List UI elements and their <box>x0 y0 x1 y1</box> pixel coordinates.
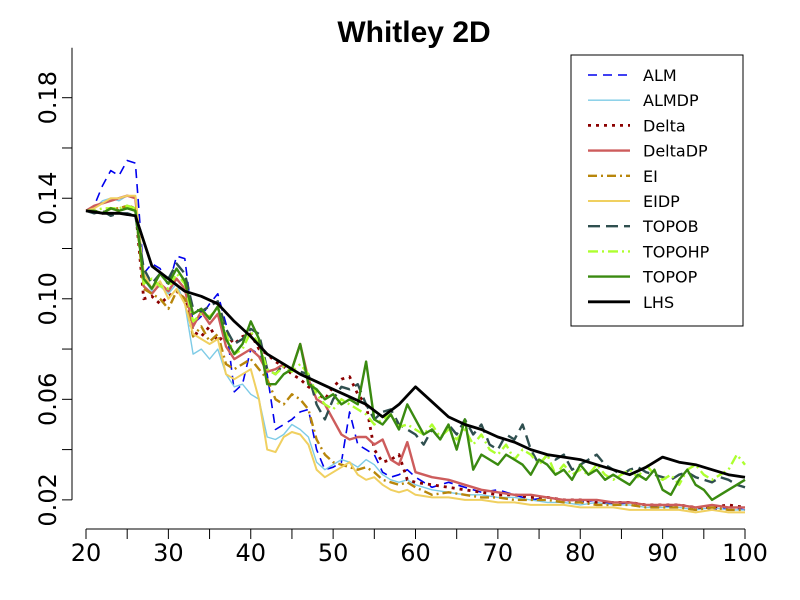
legend-label: TOPOP <box>642 268 698 287</box>
legend-label: EI <box>643 167 658 186</box>
series-line-almdp <box>85 194 745 511</box>
series-line-ei <box>86 204 745 512</box>
x-tick-label: 100 <box>722 539 768 567</box>
series-line-eidp <box>85 194 745 514</box>
chart-title: Whitley 2D <box>337 16 490 49</box>
series-line-topop <box>86 207 746 502</box>
y-tick-label: 0.14 <box>34 172 62 225</box>
plot-area <box>85 159 746 514</box>
legend-label: Delta <box>643 116 686 135</box>
x-tick-label: 40 <box>235 539 266 567</box>
x-tick-label: 70 <box>483 539 514 567</box>
legend-label: DeltaDP <box>643 142 708 161</box>
y-tick-label: 0.18 <box>34 71 62 124</box>
legend-label: TOPOHP <box>642 242 710 261</box>
x-tick-label: 90 <box>647 539 678 567</box>
series-line-deltadp <box>85 194 745 509</box>
series-line-lhs <box>85 209 746 479</box>
legend-label: ALMDP <box>643 91 699 110</box>
series-line-topohp <box>86 204 746 486</box>
y-tick-label: 0.06 <box>34 373 62 426</box>
series-line-topob <box>85 209 746 489</box>
legend-label: EIDP <box>643 192 680 211</box>
x-tick-label: 20 <box>71 539 102 567</box>
x-tick-label: 60 <box>400 539 431 567</box>
x-tick-label: 80 <box>565 539 596 567</box>
legend-label: TOPOB <box>642 217 699 236</box>
legend-label: ALM <box>643 66 677 85</box>
x-tick-label: 50 <box>318 539 349 567</box>
legend-label: LHS <box>643 293 674 312</box>
legend: ALM ALMDP Delta DeltaDP EI EIDP TOPOB TOPOHP TOP… <box>570 54 744 327</box>
axes: 0.02 0.06 0.10 0.14 0.18 20 30 40 50 60 70 80 90 100 <box>34 47 768 567</box>
x-tick-label: 30 <box>153 539 184 567</box>
y-tick-label: 0.02 <box>34 473 62 526</box>
y-tick-label: 0.10 <box>34 272 62 325</box>
